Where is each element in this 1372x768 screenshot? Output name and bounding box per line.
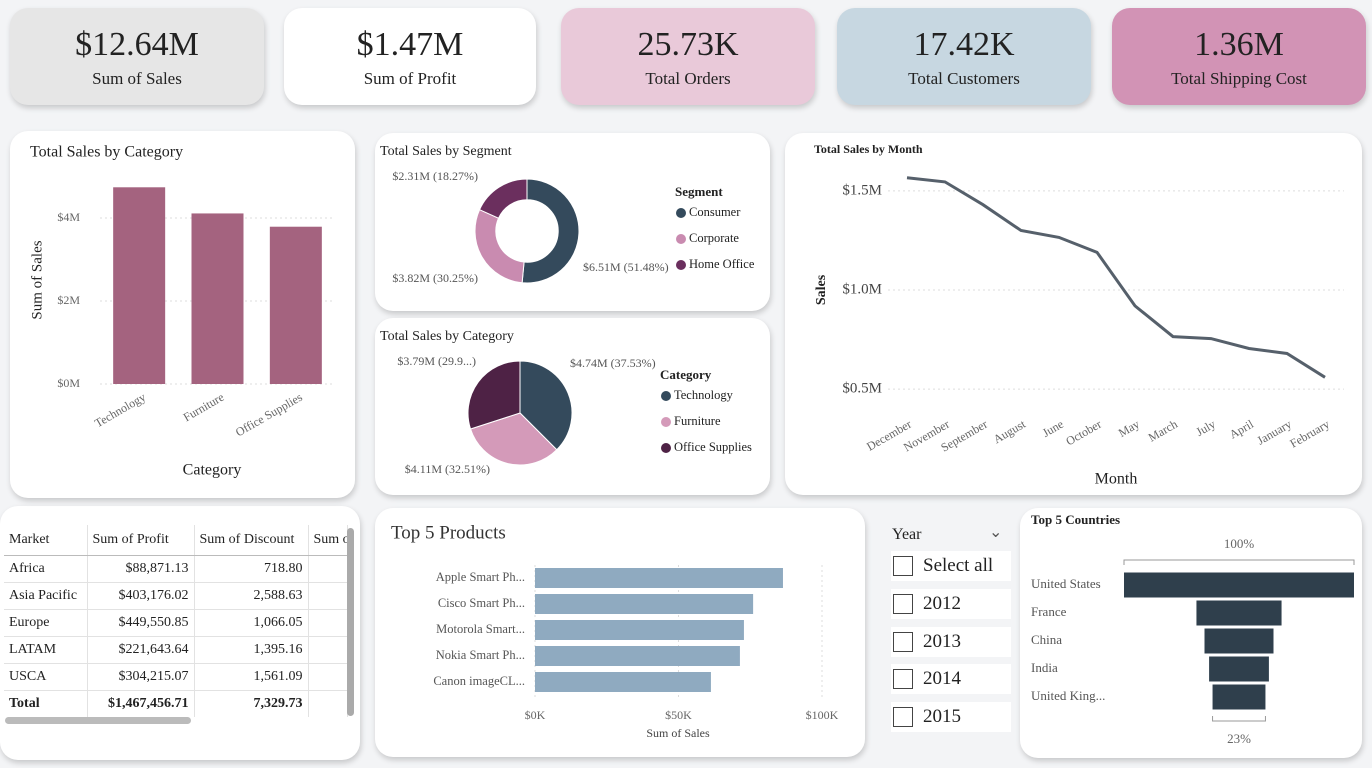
slicer-label: 2013 bbox=[923, 631, 961, 652]
card bbox=[1020, 508, 1362, 758]
checkbox[interactable] bbox=[893, 594, 913, 614]
kpi-label: Sum of Sales bbox=[92, 69, 182, 88]
slicer-label: 2012 bbox=[923, 593, 961, 614]
checkbox[interactable] bbox=[893, 669, 913, 689]
cell bbox=[308, 555, 348, 583]
kpi-value: 25.73K bbox=[637, 26, 739, 63]
cell: Africa bbox=[4, 555, 88, 583]
card bbox=[375, 133, 770, 311]
kpi-card: $12.64M Sum of Sales bbox=[10, 8, 264, 105]
cell bbox=[308, 582, 348, 610]
table-row: Europe $449,550.85 1,066.05 bbox=[4, 609, 348, 637]
kpi-card: 1.36M Total Shipping Cost bbox=[1112, 8, 1366, 105]
slicer-dropdown[interactable]: ⌄ bbox=[989, 524, 1003, 541]
cell bbox=[308, 690, 348, 717]
table-row: Total $1,467,456.71 7,329.73 bbox=[4, 690, 348, 717]
cell: Total bbox=[4, 690, 88, 717]
cell: $304,215.07 bbox=[87, 663, 195, 691]
checkbox[interactable] bbox=[893, 556, 913, 576]
slicer-item[interactable]: Select all bbox=[891, 551, 1011, 581]
table-row: Asia Pacific $403,176.02 2,588.63 bbox=[4, 582, 348, 610]
kpi-label: Total Customers bbox=[908, 69, 1020, 88]
cell: Europe bbox=[4, 609, 88, 637]
table-row: LATAM $221,643.64 1,395.16 bbox=[4, 636, 348, 664]
cell: $449,550.85 bbox=[87, 609, 195, 637]
cell bbox=[308, 609, 348, 637]
header-row: Market Sum of Profit Sum of Discount Sum o bbox=[4, 525, 348, 556]
kpi-card: 25.73K Total Orders bbox=[561, 8, 815, 105]
table-row: USCA $304,215.07 1,561.09 bbox=[4, 663, 348, 691]
column-header: Sum of Profit bbox=[87, 525, 195, 556]
slicer-item[interactable]: 2012 bbox=[891, 589, 1011, 619]
checkbox[interactable] bbox=[893, 707, 913, 727]
cell: $221,643.64 bbox=[87, 636, 195, 664]
cell: 1,561.09 bbox=[194, 663, 309, 691]
kpi-value: 1.36M bbox=[1194, 26, 1284, 63]
table-row: Africa $88,871.13 718.80 bbox=[4, 555, 348, 583]
cell: 2,588.63 bbox=[194, 582, 309, 610]
column-header: Sum o bbox=[308, 525, 348, 556]
kpi-label: Sum of Profit bbox=[363, 69, 457, 88]
h-scrollbar[interactable] bbox=[5, 717, 191, 724]
kpi-value: 17.42K bbox=[913, 26, 1015, 63]
cell: 1,395.16 bbox=[194, 636, 309, 664]
cell: LATAM bbox=[4, 636, 88, 664]
slicer-label: Select all bbox=[923, 555, 994, 576]
slicer-title: Year bbox=[892, 526, 922, 543]
checkbox[interactable] bbox=[893, 632, 913, 652]
cell: $403,176.02 bbox=[87, 582, 195, 610]
cell: Asia Pacific bbox=[4, 582, 88, 610]
cell: 7,329.73 bbox=[194, 690, 309, 717]
column-header: Sum of Discount bbox=[194, 525, 309, 556]
slicer-item[interactable]: 2014 bbox=[891, 664, 1011, 694]
kpi-value: $1.47M bbox=[356, 26, 464, 63]
column-header: Market bbox=[4, 525, 88, 556]
kpi-label: Total Orders bbox=[645, 69, 731, 88]
kpi-card: $1.47M Sum of Profit bbox=[284, 8, 536, 105]
cell: 718.80 bbox=[194, 555, 309, 583]
card bbox=[10, 131, 355, 498]
cell bbox=[308, 636, 348, 664]
cell: $88,871.13 bbox=[87, 555, 195, 583]
cell bbox=[308, 663, 348, 691]
v-scrollbar[interactable] bbox=[347, 528, 354, 716]
kpi-card: 17.42K Total Customers bbox=[837, 8, 1091, 105]
slicer-label: 2015 bbox=[923, 706, 961, 727]
cell: $1,467,456.71 bbox=[87, 690, 195, 717]
card bbox=[375, 508, 865, 757]
card bbox=[785, 133, 1362, 495]
slicer-item[interactable]: 2015 bbox=[891, 702, 1011, 732]
card bbox=[375, 318, 770, 495]
kpi-label: Total Shipping Cost bbox=[1171, 69, 1307, 88]
kpi-value: $12.64M bbox=[75, 26, 199, 63]
slicer-label: 2014 bbox=[923, 668, 961, 689]
slicer-item[interactable]: 2013 bbox=[891, 627, 1011, 657]
cell: USCA bbox=[4, 663, 88, 691]
cell: 1,066.05 bbox=[194, 609, 309, 637]
